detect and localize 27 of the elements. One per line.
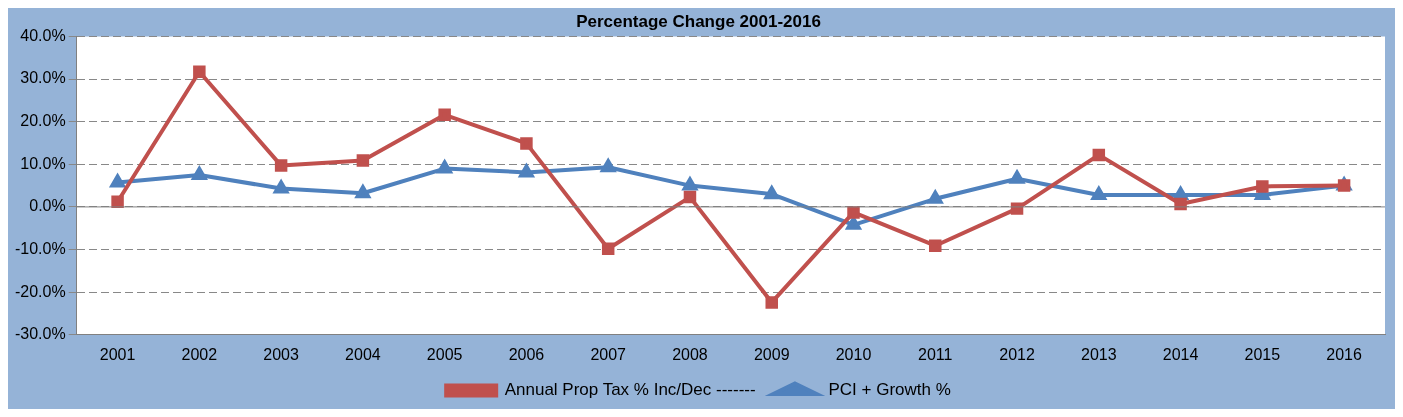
- y-tick-label: -10.0%: [14, 239, 66, 257]
- y-tick-label: -20.0%: [14, 282, 66, 300]
- y-tick-label: 10.0%: [20, 154, 66, 172]
- x-tick-label: 2003: [263, 345, 300, 363]
- y-tick-label: 40.0%: [20, 26, 66, 44]
- y-tick-label: -30.0%: [14, 325, 66, 343]
- chart-title: Percentage Change 2001-2016: [576, 11, 821, 31]
- y-tick-label: 0.0%: [29, 197, 66, 215]
- y-tick-label: 20.0%: [20, 112, 66, 130]
- x-tick-label: 2011: [918, 345, 953, 363]
- x-tick-label: 2015: [1244, 345, 1281, 363]
- x-tick-label: 2007: [590, 345, 627, 363]
- legend-label: Annual Prop Tax % Inc/Dec -------: [504, 380, 756, 400]
- x-tick-label: 2002: [181, 345, 218, 363]
- x-tick-label: 2012: [999, 345, 1035, 363]
- x-tick-label: 2008: [672, 345, 708, 363]
- x-tick-label: 2009: [753, 345, 790, 363]
- y-tick-label: 30.0%: [20, 69, 66, 87]
- x-tick-label: 2001: [99, 345, 136, 363]
- x-tick-label: 2006: [508, 345, 545, 363]
- x-tick-label: 2016: [1326, 345, 1363, 363]
- legend-label: PCI + Growth %: [828, 380, 951, 400]
- x-tick-label: 2013: [1081, 345, 1117, 363]
- x-tick-label: 2010: [835, 345, 872, 363]
- x-tick-label: 2005: [426, 345, 463, 363]
- x-tick-label: 2014: [1162, 345, 1199, 363]
- x-tick-label: 2004: [345, 345, 381, 363]
